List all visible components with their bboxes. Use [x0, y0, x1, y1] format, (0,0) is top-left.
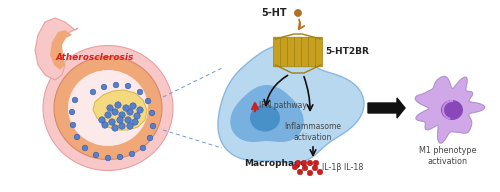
- Circle shape: [149, 110, 155, 116]
- Circle shape: [150, 123, 156, 129]
- Circle shape: [107, 105, 113, 111]
- Text: IL-1β IL-18: IL-1β IL-18: [322, 164, 364, 172]
- Circle shape: [112, 109, 118, 115]
- Circle shape: [117, 117, 123, 123]
- Circle shape: [117, 154, 123, 160]
- Circle shape: [101, 84, 107, 90]
- Circle shape: [115, 102, 121, 108]
- Circle shape: [307, 160, 313, 166]
- Polygon shape: [230, 85, 304, 142]
- Circle shape: [129, 151, 135, 157]
- Ellipse shape: [43, 46, 173, 170]
- Polygon shape: [93, 90, 147, 130]
- FancyBboxPatch shape: [274, 37, 280, 67]
- Polygon shape: [218, 45, 364, 163]
- Circle shape: [125, 117, 131, 123]
- Circle shape: [82, 145, 88, 151]
- Circle shape: [295, 160, 301, 166]
- Circle shape: [102, 122, 108, 128]
- Ellipse shape: [250, 104, 280, 132]
- Circle shape: [72, 97, 78, 103]
- Circle shape: [127, 123, 133, 129]
- Text: Macrophage: Macrophage: [244, 159, 306, 167]
- FancyBboxPatch shape: [280, 37, 287, 67]
- Circle shape: [70, 122, 76, 128]
- Circle shape: [69, 109, 75, 115]
- FancyBboxPatch shape: [294, 37, 302, 67]
- Circle shape: [145, 98, 151, 104]
- Circle shape: [312, 165, 318, 171]
- Circle shape: [119, 112, 125, 118]
- Polygon shape: [415, 76, 484, 143]
- Circle shape: [99, 117, 105, 123]
- Circle shape: [74, 134, 80, 140]
- Ellipse shape: [441, 100, 463, 120]
- Circle shape: [313, 160, 319, 166]
- Circle shape: [119, 123, 125, 129]
- Text: Atherosclerosis: Atherosclerosis: [56, 52, 134, 61]
- Circle shape: [90, 89, 96, 95]
- FancyBboxPatch shape: [308, 37, 316, 67]
- Polygon shape: [50, 30, 72, 70]
- Polygon shape: [368, 98, 405, 118]
- Text: 5-HT2BR: 5-HT2BR: [326, 47, 370, 56]
- Circle shape: [297, 169, 303, 175]
- Circle shape: [125, 83, 131, 89]
- Circle shape: [137, 107, 143, 113]
- Text: Inflammasome
activation: Inflammasome activation: [284, 122, 342, 142]
- Circle shape: [137, 89, 143, 95]
- Circle shape: [132, 119, 138, 125]
- Circle shape: [302, 165, 308, 171]
- Circle shape: [301, 160, 307, 166]
- Polygon shape: [35, 18, 78, 80]
- FancyBboxPatch shape: [302, 37, 308, 67]
- Circle shape: [130, 103, 136, 109]
- Circle shape: [140, 145, 146, 151]
- Circle shape: [109, 119, 115, 125]
- Text: M1 phenotype
activation: M1 phenotype activation: [419, 146, 477, 166]
- Circle shape: [113, 82, 119, 88]
- FancyBboxPatch shape: [288, 37, 294, 67]
- Circle shape: [134, 113, 140, 119]
- Circle shape: [147, 135, 153, 141]
- Circle shape: [105, 112, 111, 118]
- Circle shape: [317, 169, 323, 175]
- Text: 5-HT: 5-HT: [262, 8, 287, 18]
- Circle shape: [294, 9, 302, 17]
- Circle shape: [93, 152, 99, 158]
- Ellipse shape: [54, 56, 162, 160]
- Circle shape: [123, 105, 129, 111]
- Circle shape: [127, 109, 133, 115]
- Circle shape: [105, 155, 111, 161]
- Circle shape: [292, 164, 298, 170]
- Circle shape: [112, 125, 118, 131]
- Ellipse shape: [68, 70, 148, 146]
- Circle shape: [307, 170, 313, 176]
- Text: IFN pathway: IFN pathway: [259, 102, 307, 111]
- FancyBboxPatch shape: [316, 37, 322, 67]
